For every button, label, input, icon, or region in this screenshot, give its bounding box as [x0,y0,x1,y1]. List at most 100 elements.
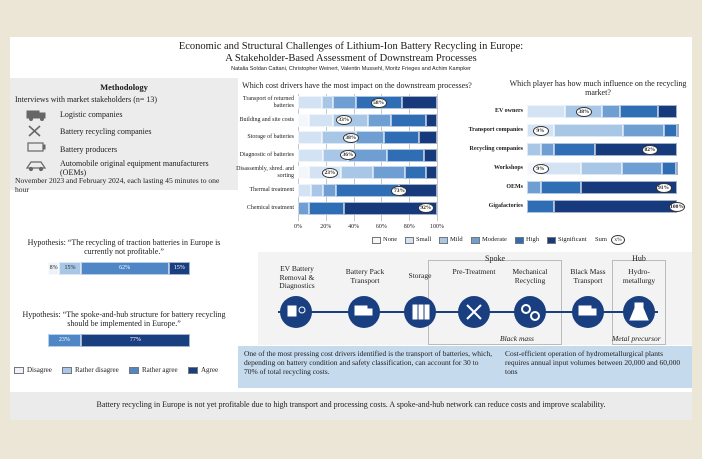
method-item: Logistic companies [60,110,123,119]
bar-segment [675,162,678,175]
subtitle: A Stakeholder-Based Assessment of Downst… [225,53,477,64]
legend-label: Significant [558,236,587,243]
bar-segment [418,131,437,145]
bar-segment [554,143,595,156]
bar-segment [341,166,374,180]
bar-segment [594,143,677,156]
bar-segment [298,166,310,180]
step-label: Battery Pack Transport [345,267,385,285]
step-label: Storage [408,271,432,280]
bar-segment [663,124,677,137]
data-label: 62% [119,265,131,271]
methodology-heading: Methodology [100,82,148,92]
y-tick-label: Disassembly, shred. and sorting [236,166,294,179]
y-tick-label: Chemical treatment [246,204,294,211]
legend-label: Agree [201,366,219,374]
bar-segment [332,96,357,109]
methodology-icons [25,110,47,172]
bar-segment [620,105,658,118]
sum-marker: 82% [642,144,658,155]
bar-segment [391,113,426,127]
sum-marker: 38% [576,106,592,117]
methodology-box [10,78,238,190]
bar-segment [310,184,323,197]
method-item: Battery producers [60,145,118,154]
bar-segment [356,131,385,145]
bar-segment [527,200,554,213]
bar-segment [335,184,400,197]
bar-segment [527,181,541,194]
y-tick-label: Building and site costs [239,116,295,123]
bar-segment [367,113,392,127]
bar-segment [540,181,581,194]
method-item: Battery recycling companies [60,127,152,136]
legend-label: Sum [595,236,607,243]
bar-segment [424,148,437,162]
legend-swatch [471,237,480,244]
bar-segment [527,143,541,156]
bar-segment [168,262,190,275]
notes-panel [238,346,692,388]
y-tick-label: Diagnostic of batteries [239,152,294,158]
chart-title: Which cost drivers have the most impact … [242,81,472,90]
methodology-period: November 2023 and February 2024, each la… [15,176,220,194]
x-tick-label: 100% [430,224,444,230]
sum-marker: 23% [321,167,338,178]
step-label: Mechanical Recycling [512,267,548,285]
y-tick-label: Recycling companies [469,146,524,153]
data-label: 23% [58,337,70,343]
bar-segment [298,113,310,127]
group-label: Hub [632,254,646,263]
sum-marker: 36% [340,150,357,161]
step-label: Pre-Treatment [452,267,496,276]
legend-swatch [188,367,198,374]
bar-segment [662,162,676,175]
methodology-intro: Interviews with market stakeholders (n= … [15,95,158,104]
bar-segment [80,262,169,275]
x-tick-label: 60% [375,224,387,230]
legend-swatch [129,367,139,374]
y-tick-label: Transport of returned batteries [242,95,294,109]
legend-label: Rather disagree [75,366,119,374]
data-label: 15% [173,265,185,271]
bar-segment [321,96,333,109]
note: One of the most pressing cost drivers id… [244,349,493,376]
bar-segment [425,166,437,180]
legend-label: Mild [450,236,463,243]
legend-label: Rather agree [142,366,178,374]
bar-segment [554,200,677,213]
legend-label: None [383,236,398,243]
bar-segment [677,124,679,137]
bar-segment [384,131,419,145]
sum-marker: 9% [532,163,549,174]
step-label: EV Battery Removal & Diagnostics [279,264,315,290]
legend-symbol: x% [611,235,625,245]
bar-segment [298,96,322,109]
sum-marker: 9% [532,125,549,136]
bar-segment [540,143,554,156]
legend-label: Small [416,236,432,243]
legend-swatch [14,367,24,374]
step-label: Hydro-metallurgy [622,267,656,285]
step-label: Black Mass Transport [570,267,606,285]
x-tick-label: 0% [294,224,302,230]
legend-label: Moderate [482,236,507,243]
output-label: Metal precursor [612,334,661,343]
bar-segment [298,201,310,215]
sum-marker: 100% [669,201,685,212]
chart-title: Which player has how much influence on t… [509,79,687,97]
sum-marker: 91% [655,182,672,193]
title: Economic and Structural Challenges of Li… [178,41,524,52]
bar-segment [623,124,664,137]
y-tick-label: Storage of batteries [247,134,294,141]
legend-swatch [405,237,414,244]
bar-segment [309,201,344,215]
hub-box [612,260,666,345]
hypothesis-text: Hypothesis: “The spoke-and-hub structure… [22,310,226,328]
note: Cost-efficient operation of hydrometallu… [505,349,681,376]
y-tick-label: Gigafactories [488,203,523,210]
y-tick-label: Workshops [493,165,523,172]
authors: Natalia Soldan Cattani, Christopher Wein… [231,66,471,72]
legend-label: Disagree [27,366,52,374]
